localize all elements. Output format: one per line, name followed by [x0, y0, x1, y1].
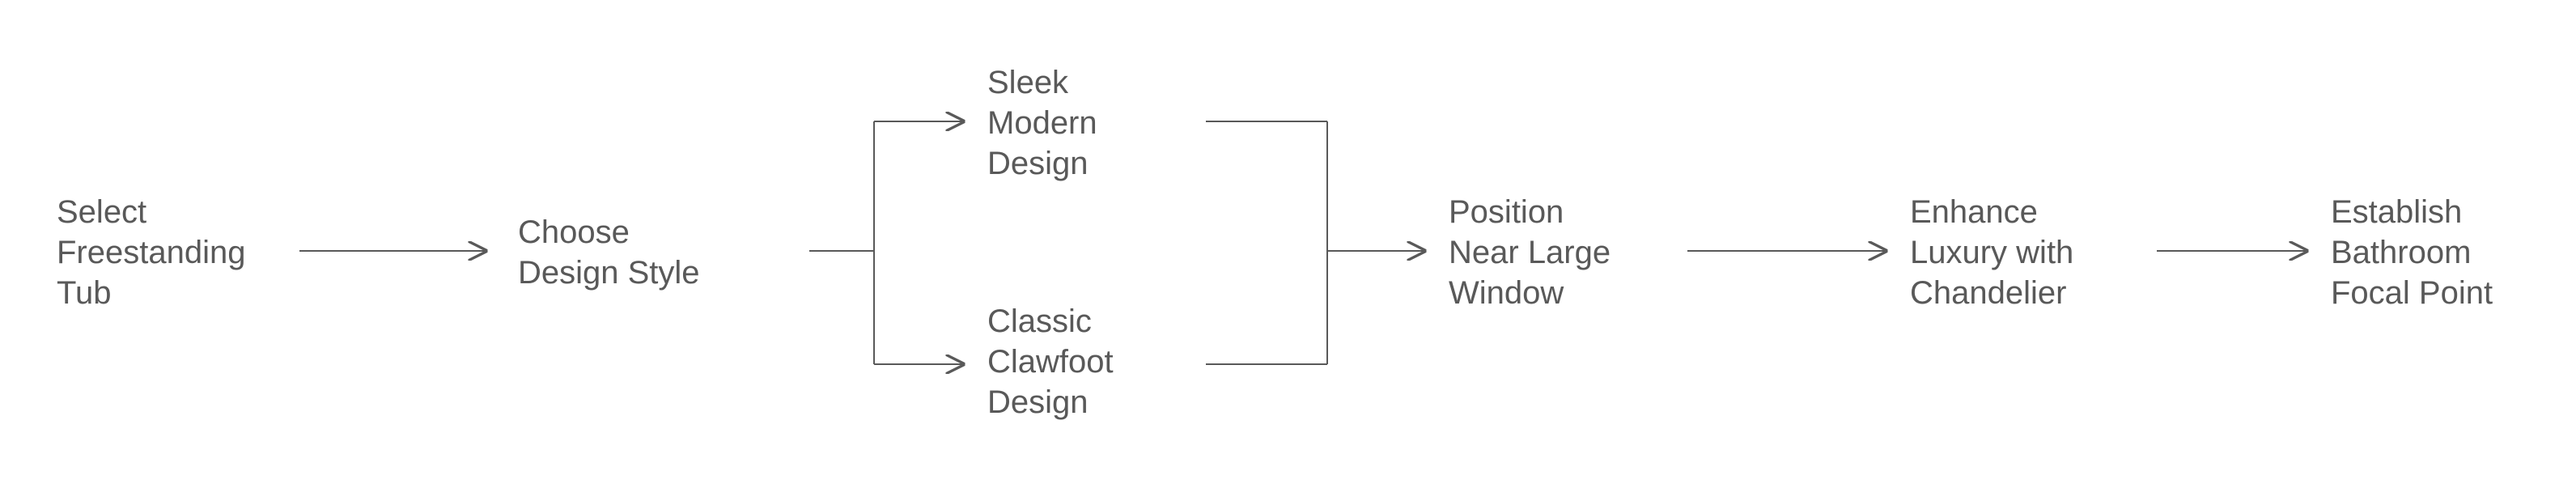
- flow-node-label-line: Choose: [518, 214, 630, 250]
- flow-node-label-line: Design Style: [518, 255, 700, 291]
- flow-node: Choose Design Style: [518, 214, 700, 291]
- flow-node-label: Enhance Luxury with Chandelier: [1910, 194, 2073, 311]
- flow-node-label-line: Establish: [2331, 194, 2462, 230]
- flow-node-label-line: Clawfoot: [987, 344, 1114, 380]
- flow-node-label-line: Classic: [987, 304, 1092, 339]
- flow-node-label-line: Select: [57, 194, 146, 230]
- flow-node-label-line: Design: [987, 384, 1089, 420]
- flow-node-label-line: Freestanding: [57, 235, 245, 270]
- flow-node-label-line: Enhance: [1910, 194, 2038, 230]
- flow-node-label: Classic Clawfoot Design: [987, 304, 1114, 420]
- flow-node: Select Freestanding Tub: [57, 194, 245, 311]
- flow-node-label: Establish Bathroom Focal Point: [2331, 194, 2493, 311]
- flow-node: Classic Clawfoot Design: [987, 304, 1114, 420]
- flow-node-label-line: Luxury with: [1910, 235, 2073, 270]
- flow-node-label-line: Window: [1449, 275, 1564, 311]
- flow-node: Establish Bathroom Focal Point: [2331, 194, 2493, 311]
- flowchart-canvas: Select Freestanding Tub Choose Design Style S…: [0, 0, 2576, 501]
- flow-node-label-line: Modern: [987, 105, 1097, 141]
- flow-node: Enhance Luxury with Chandelier: [1910, 194, 2073, 311]
- flow-node-label: Sleek Modern Design: [987, 65, 1097, 181]
- flow-node-label-line: Focal Point: [2331, 275, 2493, 311]
- flow-node-label: Position Near Large Window: [1449, 194, 1611, 311]
- flow-node-label-line: Design: [987, 146, 1089, 181]
- flow-node-label: Select Freestanding Tub: [57, 194, 245, 311]
- flow-node-label-line: Near Large: [1449, 235, 1611, 270]
- flow-node-label-line: Sleek: [987, 65, 1069, 100]
- flow-node: Sleek Modern Design: [987, 65, 1097, 181]
- flow-node-label-line: Tub: [57, 275, 111, 311]
- flow-node-label-line: Position: [1449, 194, 1564, 230]
- flow-node: Position Near Large Window: [1449, 194, 1611, 311]
- flow-node-label-line: Chandelier: [1910, 275, 2066, 311]
- flow-node-label: Choose Design Style: [518, 214, 700, 291]
- flow-node-label-line: Bathroom: [2331, 235, 2471, 270]
